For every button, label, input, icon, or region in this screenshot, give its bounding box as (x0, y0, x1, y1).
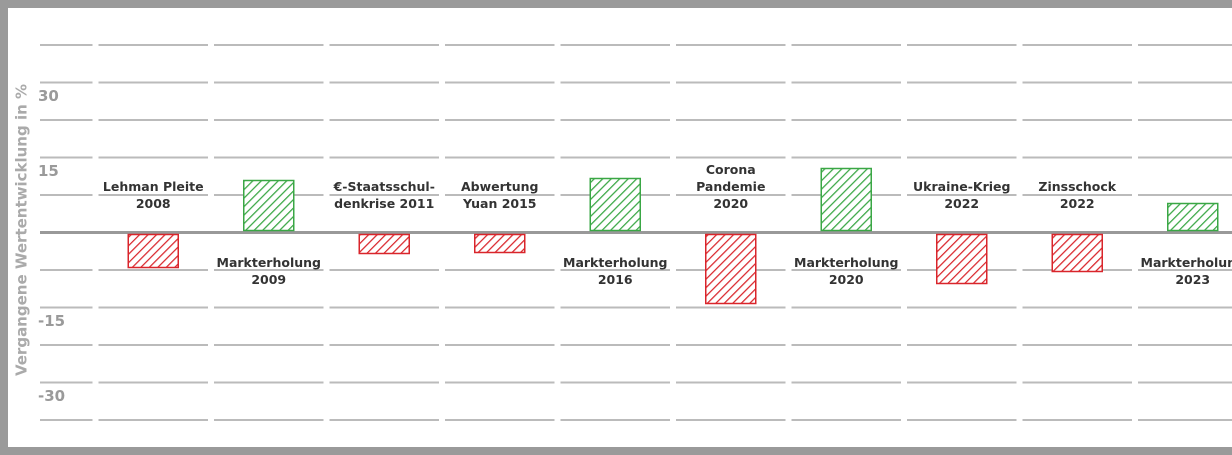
y-tick-label: -15 (38, 312, 65, 330)
y-axis-label: Vergangene Wertentwicklung in % (13, 84, 31, 376)
category-label: 2023 (1175, 272, 1210, 287)
category-label: 2020 (829, 272, 864, 287)
category-label: denkrise 2011 (334, 196, 434, 211)
bar (820, 167, 872, 232)
category-label: Lehman Pleite (103, 179, 204, 194)
category-label: 2016 (598, 272, 633, 287)
bar (243, 179, 295, 232)
category-label: Pandemie (696, 179, 765, 194)
category-label: 2009 (251, 272, 286, 287)
bar (358, 233, 410, 255)
bar (589, 177, 641, 232)
category-label: Markterholung (794, 255, 899, 270)
bar (936, 233, 988, 285)
category-label: Corona (706, 162, 756, 177)
category-label: 2008 (136, 196, 171, 211)
bar (705, 233, 757, 305)
category-label: Markterholung (1141, 255, 1232, 270)
bar (1167, 202, 1219, 232)
category-label: Markterholung (563, 255, 668, 270)
category-label: 2022 (944, 196, 979, 211)
category-label: Zinsschock (1038, 179, 1116, 194)
bar (127, 233, 179, 269)
bar (1051, 233, 1103, 273)
category-label: 2022 (1060, 196, 1095, 211)
category-label: Ukraine-Krieg (913, 179, 1010, 194)
category-label: 2020 (713, 196, 748, 211)
y-tick-label: 15 (38, 162, 59, 180)
category-label: Markterholung (217, 255, 322, 270)
category-label: Yuan 2015 (462, 196, 537, 211)
y-tick-label: 30 (38, 87, 59, 105)
category-label: €-Staatsschul- (333, 179, 435, 194)
y-tick-label: -30 (38, 387, 65, 405)
category-label: Abwertung (461, 179, 539, 194)
bar (474, 233, 526, 254)
